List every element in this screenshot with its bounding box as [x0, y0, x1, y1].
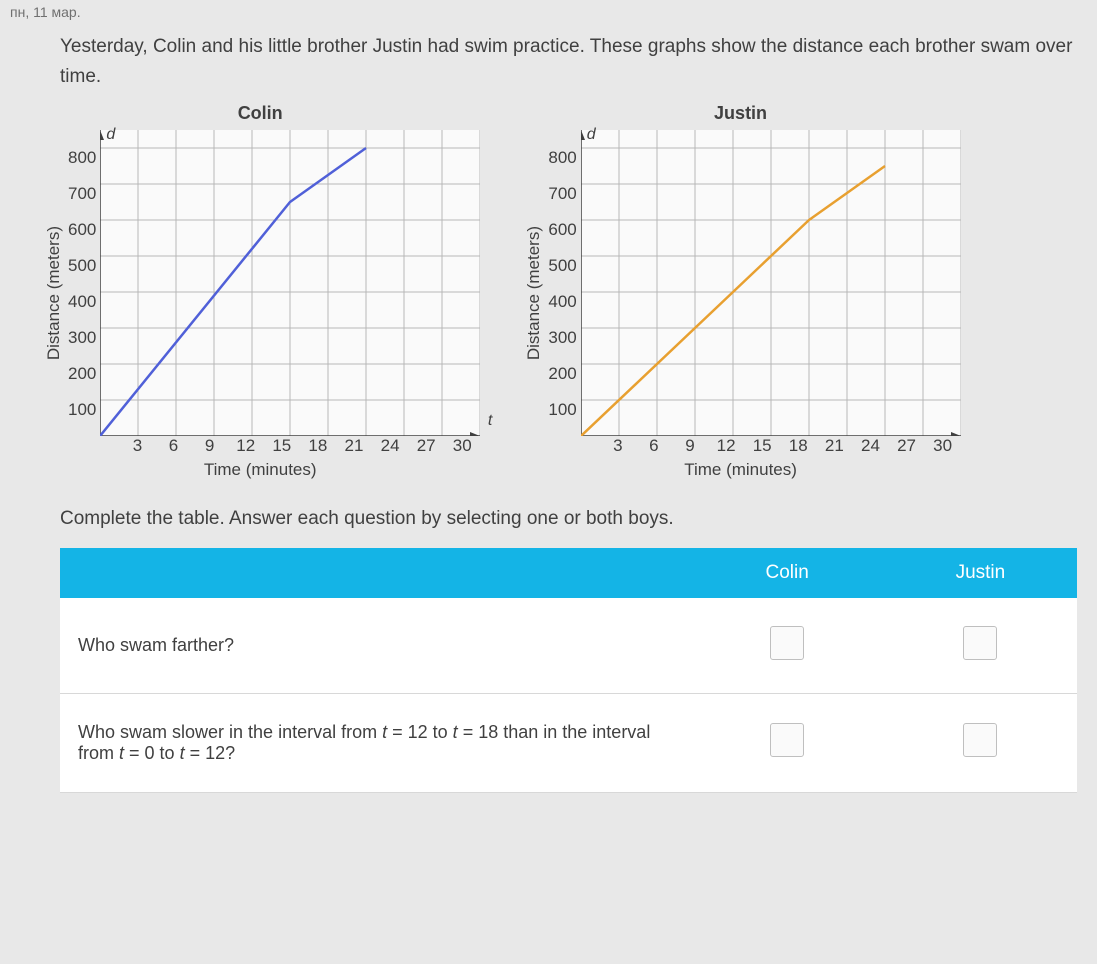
xtick: 15 [744, 436, 780, 456]
xtick: 12 [228, 436, 264, 456]
checkbox-cell [884, 693, 1077, 792]
chart-justin: Justin Distance (meters) 100200300400500… [520, 103, 960, 480]
checkbox[interactable] [770, 626, 804, 660]
question-cell: Who swam farther? [60, 598, 691, 694]
xtick: 30 [925, 436, 961, 456]
ytick: 600 [548, 212, 576, 248]
y-axis-var: d [106, 126, 115, 144]
checkbox-cell [884, 598, 1077, 694]
chart-colin-xticks: 36912151821242730 [100, 436, 480, 456]
math-var: t [382, 722, 387, 742]
ytick: 200 [548, 356, 576, 392]
ytick: 800 [68, 140, 96, 176]
ytick: 100 [548, 392, 576, 428]
charts-row: Colin Distance (meters) 1002003004005006… [40, 103, 1077, 480]
checkbox[interactable] [963, 626, 997, 660]
table-row: Who swam slower in the interval from t =… [60, 693, 1077, 792]
math-var: t [453, 722, 458, 742]
xtick: 27 [408, 436, 444, 456]
xtick: 30 [444, 436, 480, 456]
ytick: 300 [548, 320, 576, 356]
chart-colin: Colin Distance (meters) 1002003004005006… [40, 103, 480, 480]
ytick: 400 [68, 284, 96, 320]
ytick: 500 [68, 248, 96, 284]
xtick: 6 [155, 436, 191, 456]
problem-prose: Yesterday, Colin and his little brother … [60, 32, 1077, 93]
math-var: t [180, 743, 185, 763]
chart-xlabel: Time (minutes) [684, 460, 797, 480]
chart-colin-title: Colin [238, 103, 283, 124]
chart-colin-plot: d t [100, 130, 480, 436]
chart-justin-yticks: 100200300400500600700800 [548, 140, 576, 446]
xtick: 21 [336, 436, 372, 456]
xtick: 15 [264, 436, 300, 456]
ytick: 700 [68, 176, 96, 212]
checkbox[interactable] [770, 723, 804, 757]
tab-date: пн, 11 мар. [0, 0, 1097, 24]
chart-justin-xticks: 36912151821242730 [581, 436, 961, 456]
ytick: 700 [548, 176, 576, 212]
xtick: 27 [889, 436, 925, 456]
xtick: 9 [672, 436, 708, 456]
checkbox-cell [691, 693, 884, 792]
th-blank [60, 548, 691, 598]
th-justin: Justin [884, 548, 1077, 598]
question-cell: Who swam slower in the interval from t =… [60, 693, 691, 792]
xtick: 12 [708, 436, 744, 456]
ytick: 100 [68, 392, 96, 428]
math-var: t [119, 743, 124, 763]
checkbox-cell [691, 598, 884, 694]
ytick: 200 [68, 356, 96, 392]
chart-ylabel: Distance (meters) [40, 226, 68, 360]
y-axis-var: d [587, 126, 596, 144]
chart-justin-title: Justin [714, 103, 767, 124]
ytick: 600 [68, 212, 96, 248]
xtick: 24 [852, 436, 888, 456]
checkbox[interactable] [963, 723, 997, 757]
chart-xlabel: Time (minutes) [204, 460, 317, 480]
chart-justin-plot: d [581, 130, 961, 436]
xtick: 18 [780, 436, 816, 456]
th-colin: Colin [691, 548, 884, 598]
table-instruction: Complete the table. Answer each question… [60, 508, 1077, 530]
x-axis-var: t [488, 412, 492, 430]
xtick: 6 [636, 436, 672, 456]
ytick: 500 [548, 248, 576, 284]
xtick: 24 [372, 436, 408, 456]
ytick: 800 [548, 140, 576, 176]
xtick: 18 [300, 436, 336, 456]
xtick: 21 [816, 436, 852, 456]
xtick: 9 [192, 436, 228, 456]
xtick: 3 [600, 436, 636, 456]
table-row: Who swam farther? [60, 598, 1077, 694]
problem-container: Yesterday, Colin and his little brother … [0, 24, 1097, 793]
xtick: 3 [119, 436, 155, 456]
chart-colin-yticks: 100200300400500600700800 [68, 140, 96, 446]
answer-table: Colin Justin Who swam farther?Who swam s… [60, 548, 1077, 793]
chart-ylabel: Distance (meters) [520, 226, 548, 360]
ytick: 300 [68, 320, 96, 356]
ytick: 400 [548, 284, 576, 320]
